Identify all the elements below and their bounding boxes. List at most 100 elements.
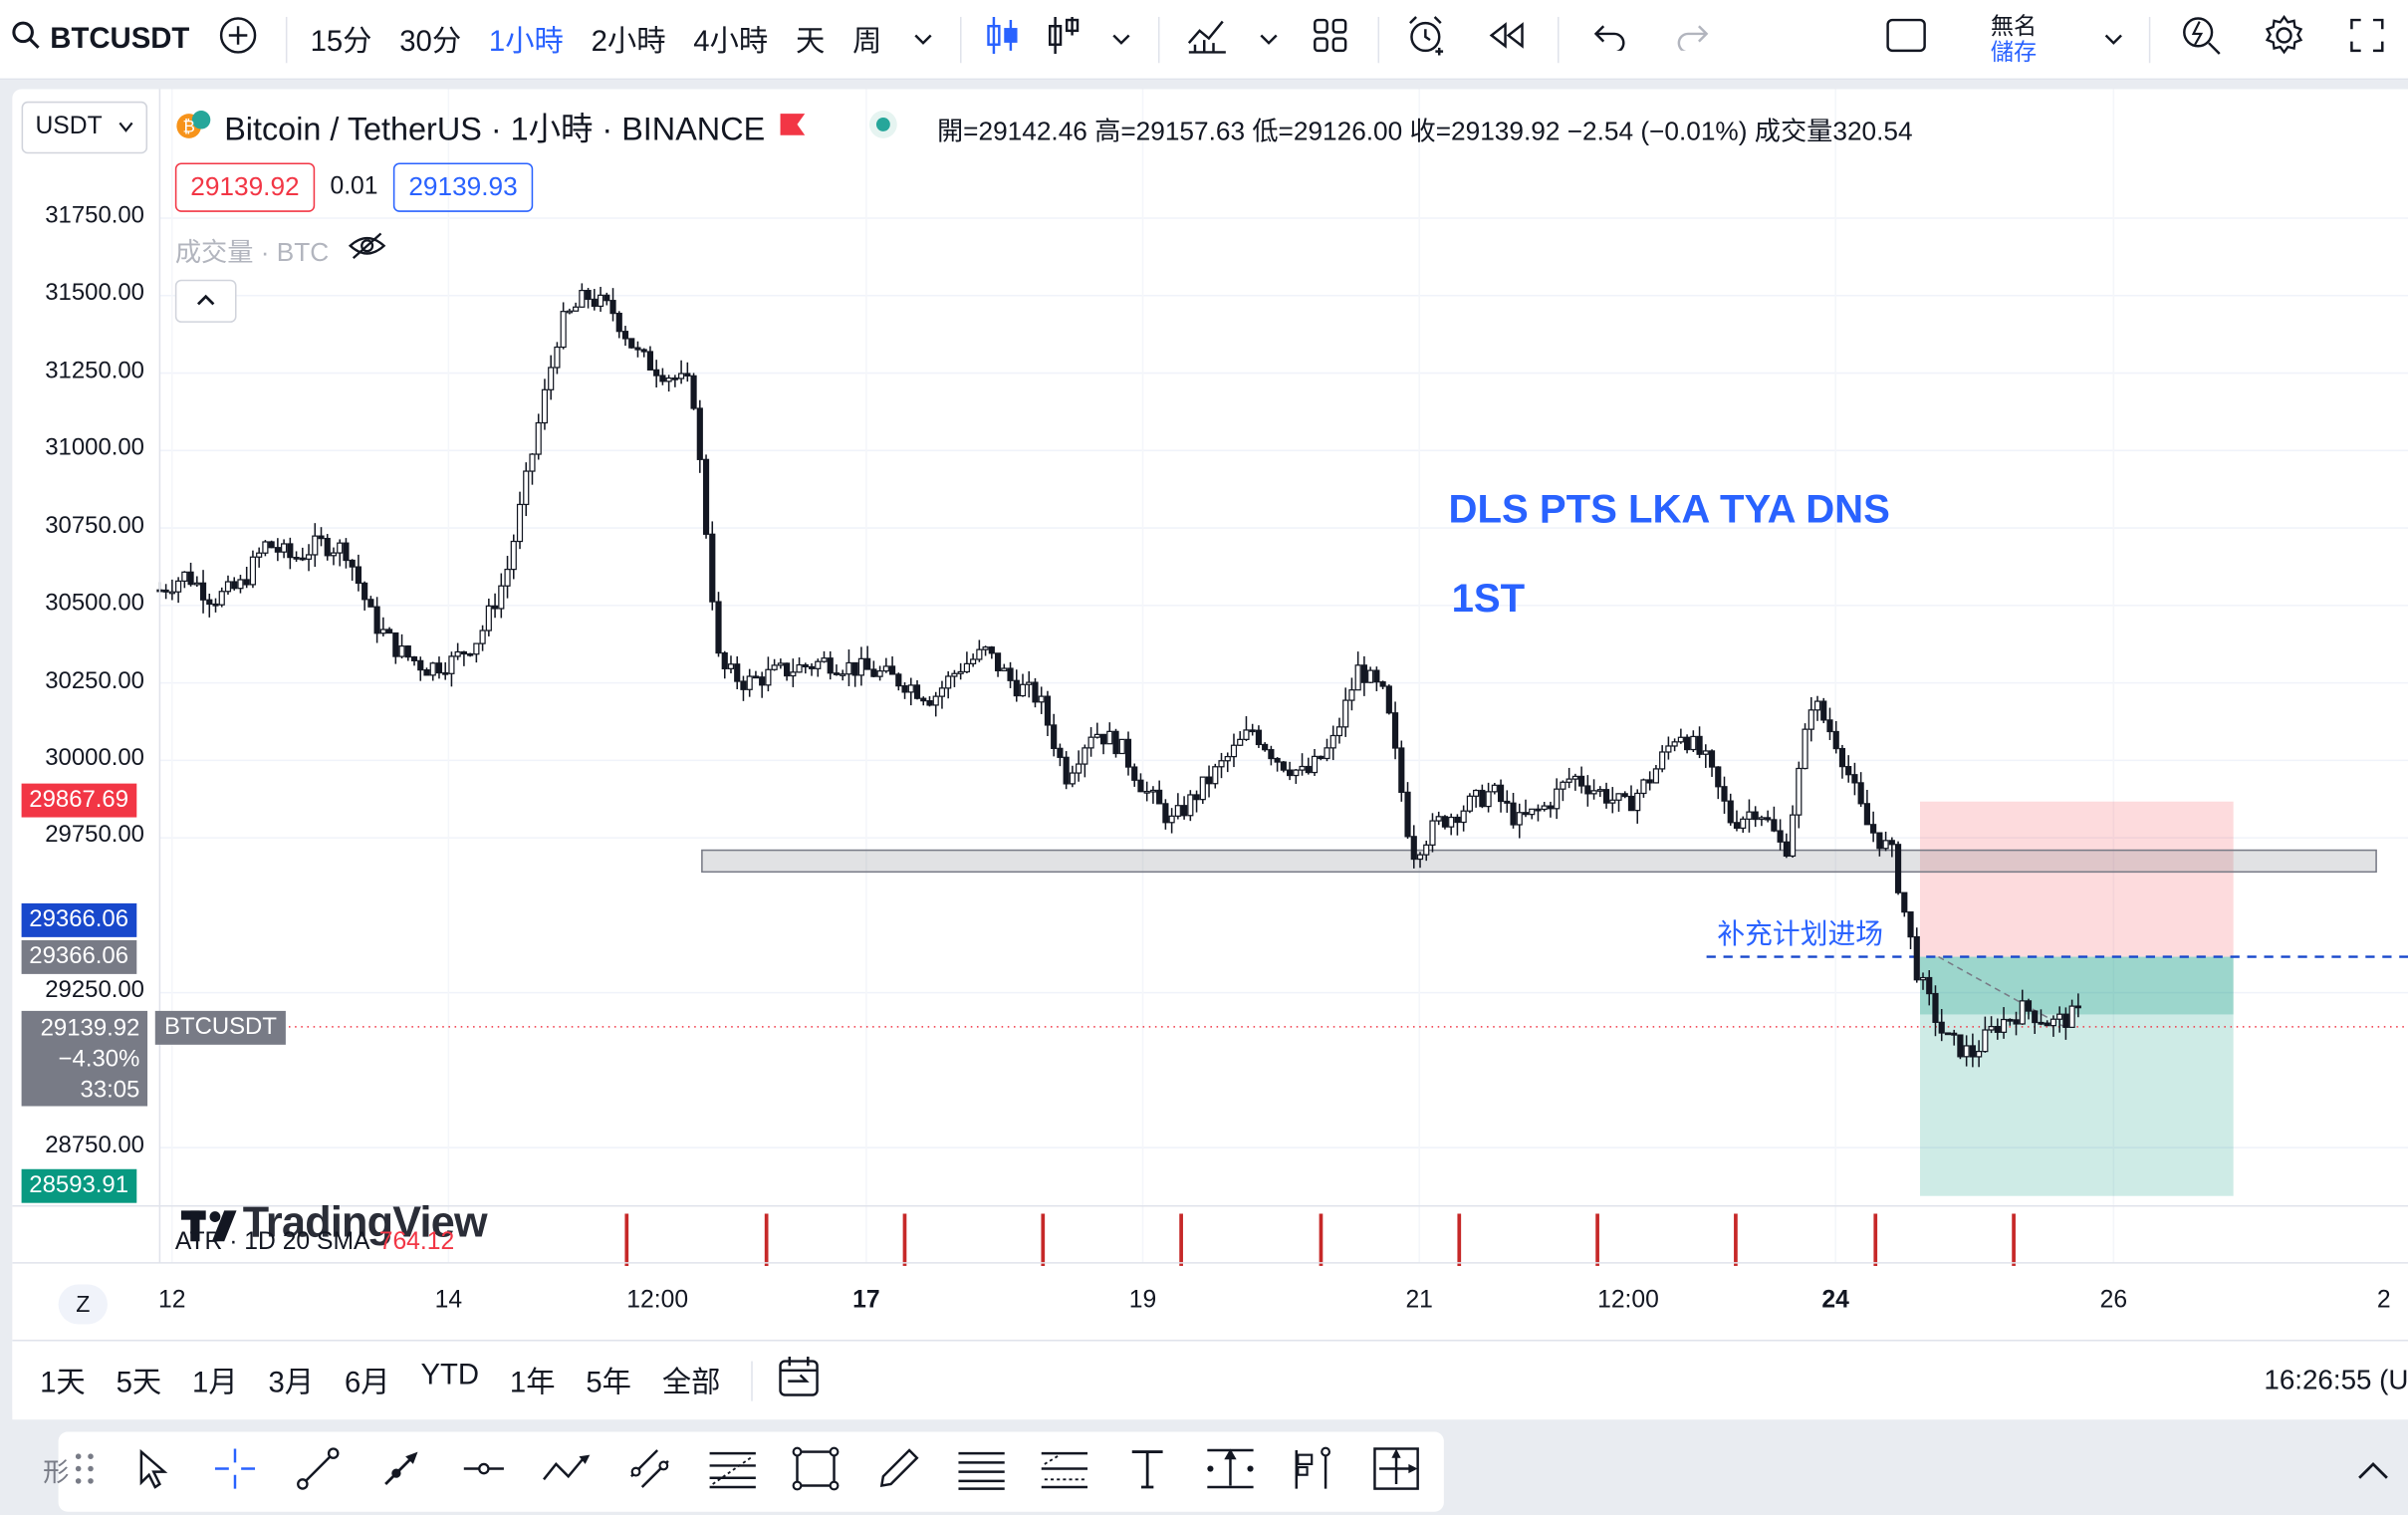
time-axis[interactable]: 12 14 12:00 17 19 21 12:00 24 26 2 [12,1288,2408,1325]
volume-label: 成交量 · BTC [174,238,330,268]
redo-button[interactable] [1651,0,1734,79]
collapse-legend-button[interactable] [174,279,237,323]
candle-body [231,581,238,590]
candle-body [827,657,834,674]
path-tool[interactable] [526,1432,608,1512]
crosshair-tool[interactable] [193,1432,276,1512]
candle-body [1410,836,1417,861]
currency-select[interactable]: USDT [21,101,148,154]
bars-type-button[interactable] [1033,0,1094,79]
quick-search-button[interactable] [2160,0,2243,79]
candle-body [951,672,958,677]
candle-body [392,631,399,657]
range-option[interactable]: 3月 [268,1367,315,1400]
measure-tool[interactable] [1189,1432,1272,1512]
range-option[interactable]: 5年 [586,1367,631,1400]
candle-body [2049,1018,2057,1027]
eye-hidden-icon[interactable] [348,230,387,269]
horizontal-line-tool[interactable] [442,1432,525,1512]
z-scale-button[interactable]: Z [58,1284,108,1325]
candle-body [752,675,760,679]
tradingview-logo-icon [181,1207,243,1252]
interval-option[interactable]: 15分 [310,26,372,59]
price-chart[interactable] [12,89,2408,1419]
text-tool[interactable] [1106,1432,1189,1512]
zoom-tool[interactable] [1354,1432,1437,1512]
brush-tool[interactable] [857,1432,940,1512]
interval-option[interactable]: 30分 [399,26,462,59]
indicators-dropdown[interactable] [1246,0,1292,79]
grid-icon [1312,16,1348,62]
range-option[interactable]: 1月 [192,1367,238,1400]
chart-type-dropdown[interactable] [1093,0,1149,79]
interval-option[interactable]: 4小時 [693,26,769,59]
candle-body [237,579,244,590]
candle-body [1181,805,1188,817]
candle-body [1280,761,1287,771]
rectangle-tool[interactable] [774,1432,856,1512]
save-layout-button[interactable]: 無名 儲存 [1940,0,2087,79]
separator [960,16,962,63]
symbol-title[interactable]: Bitcoin / TetherUS · 1小時 · BINANCE [224,112,766,148]
fib-retracement-tool[interactable] [691,1432,774,1512]
position-tool[interactable] [1023,1432,1105,1512]
range-option[interactable]: 5天 [116,1367,162,1400]
sell-price-button[interactable]: 29139.92 [174,162,316,212]
range-option[interactable]: 全部 [661,1367,721,1400]
alert-button[interactable] [1388,0,1465,79]
interval-option[interactable]: 1小時 [488,26,564,59]
range-option[interactable]: 1天 [40,1367,86,1400]
candle-body [1168,815,1175,824]
annotation-subtitle[interactable]: 1ST [1451,574,1526,622]
undo-icon [1591,19,1628,59]
interval-option[interactable]: 周 [852,26,882,59]
candle-body [994,652,1002,672]
settings-button[interactable] [2243,0,2325,79]
save-dropdown[interactable] [2087,0,2139,79]
clock[interactable]: 16:26:55 (U [2264,1364,2408,1395]
interval-option[interactable]: 天 [795,26,826,59]
flag-tool[interactable] [1272,1432,1354,1512]
range-option[interactable]: YTD [420,1360,480,1392]
annotation-title[interactable]: DLS PTS LKA TYA DNS [1448,485,1890,532]
replay-button[interactable] [1466,0,1549,79]
drawing-toolbar-hint: 形 [43,1457,70,1488]
parallel-channel-tool[interactable] [608,1432,691,1512]
symbol-search-button[interactable]: BTCUSDT [0,0,200,79]
fullscreen-layout-button[interactable] [1872,0,1940,79]
price-tick-label: 30500.00 [45,590,144,617]
trend-line-tool[interactable] [277,1432,360,1512]
candles-type-button[interactable] [971,0,1033,79]
indicators-button[interactable] [1169,0,1246,79]
candle-body [920,697,927,702]
candle-body [840,673,846,676]
layout-button[interactable] [1292,0,1368,79]
arrow-line-tool[interactable] [360,1432,442,1512]
entry-note[interactable]: 补充计划进场 [1717,918,1883,950]
candle-body [1554,788,1561,810]
interval-option[interactable]: 2小時 [591,26,666,59]
candle-body [1510,802,1517,826]
range-option[interactable]: 1年 [509,1367,556,1400]
candle-body [1913,935,1920,981]
indicator-legend[interactable]: ATR · 1D 20 SMA 764.12 [175,1229,454,1257]
candle-body [498,585,505,610]
fullscreen-button[interactable] [2325,0,2408,79]
compare-add-button[interactable] [200,0,277,79]
forecast-tool[interactable] [940,1432,1023,1512]
range-option[interactable]: 6月 [344,1367,390,1400]
flag-icon[interactable] [778,110,809,144]
collapse-toolbar-button[interactable] [2347,1447,2399,1499]
candle-body [1149,789,1157,793]
interval-dropdown-button[interactable] [895,0,951,79]
cursor-tool[interactable] [111,1432,193,1512]
drag-handle[interactable] [59,1432,111,1512]
candle-body [1391,712,1399,749]
price-axis[interactable]: 31750.00 31500.00 31250.00 31000.00 30750.00… [12,89,153,1287]
candle-body [1416,854,1424,861]
buy-price-button[interactable]: 29139.93 [392,162,534,212]
goto-date-button[interactable] [768,1355,830,1405]
candle-body [1969,1045,1976,1058]
candle-body [2074,1005,2081,1009]
undo-button[interactable] [1568,0,1651,79]
